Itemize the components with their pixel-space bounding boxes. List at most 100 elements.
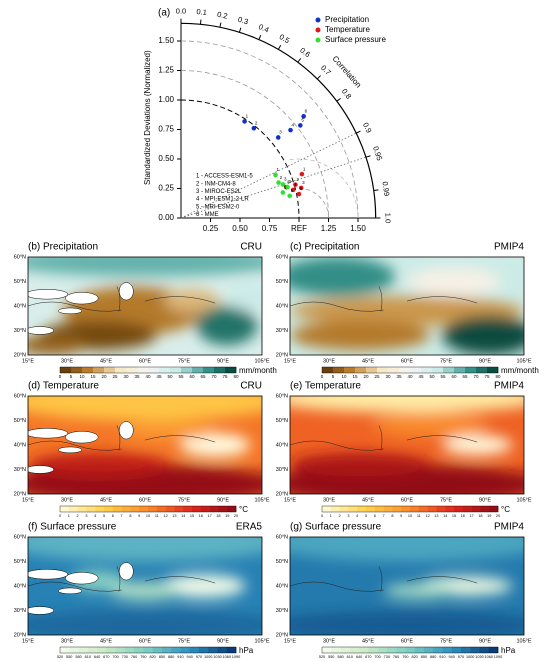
colorbar-segment: [344, 367, 356, 373]
colorbar-segment: [183, 506, 193, 512]
colorbar-segment: [479, 647, 490, 653]
corr-tick-label: 0.7: [319, 63, 333, 77]
colorbar-tick-label: 1: [330, 514, 332, 518]
colorbar-frame: [321, 646, 499, 654]
colorbar-segment: [69, 647, 79, 653]
lon-tick-label: 60°E: [139, 497, 151, 503]
colorbar-segment: [115, 647, 126, 653]
colorbar-unit: hPa: [501, 646, 516, 655]
lon-tick-label: 15°E: [22, 497, 34, 503]
colorbar-segment: [489, 506, 499, 512]
colorbar-segment: [134, 647, 144, 653]
colorbar-segment: [359, 647, 369, 653]
colorbar-tick-label: 13: [172, 514, 176, 518]
point-label: 1: [276, 167, 279, 172]
lon-tick-label: 45°E: [100, 358, 112, 364]
point-label: 4: [292, 122, 295, 127]
point-label: 2: [296, 177, 299, 182]
colorbar-tick-label: 640: [356, 655, 362, 659]
colorbar-unit: mm/month: [501, 366, 539, 375]
colorbar-segment: [115, 367, 127, 373]
lat-tick-label: 50°N: [14, 559, 26, 565]
colorbar-segment: [454, 367, 466, 373]
colorbar-segment: [106, 647, 116, 653]
coastline: [290, 286, 478, 312]
field-blob: [28, 396, 262, 421]
data-point: [280, 182, 286, 187]
colorbar-tick-label: 16: [461, 514, 465, 518]
map-source: PMIP4: [494, 242, 524, 253]
colorbar-unit: mm/month: [239, 366, 277, 375]
colorbar-segment: [454, 506, 464, 512]
colorbar-segment: [451, 647, 462, 653]
lat-tick-label: 20°N: [276, 491, 288, 497]
ocean-mask: [58, 587, 83, 595]
corr-ray: [180, 132, 357, 219]
colorbar-segment: [148, 506, 158, 512]
colorbar-segment: [383, 506, 393, 512]
lon-tick-label: 75°E: [440, 638, 452, 644]
field-blob: [371, 413, 489, 438]
lon-tick-label: 30°E: [61, 497, 73, 503]
field-blob: [121, 420, 216, 441]
map-blobs: [290, 257, 524, 355]
lon-tick-label: 15°E: [22, 358, 34, 364]
colorbar-tick-label: 550: [328, 655, 334, 659]
colorbar-tick-label: 790: [140, 655, 146, 659]
colorbar-tick-label: 700: [112, 655, 118, 659]
colorbar-tick-label: 0: [321, 514, 323, 518]
colorbar-segment: [396, 647, 406, 653]
data-point: [275, 135, 281, 140]
lat-tick-label: 50°N: [276, 279, 288, 285]
outer-arc: [180, 22, 377, 219]
colorbar-tick-label: 730: [122, 655, 128, 659]
colorbar-tick-label: 5: [70, 374, 73, 379]
colorbar-segment: [112, 506, 122, 512]
y-tick-label: 1.00: [158, 95, 174, 104]
colorbar-segment: [60, 647, 70, 653]
colorbar-tick-label: 640: [94, 655, 100, 659]
lat-tick-label: 40°N: [14, 442, 26, 448]
data-point: [288, 127, 293, 133]
data-point: [301, 114, 306, 119]
data-point: [293, 182, 298, 187]
colorbar-segment: [487, 367, 499, 373]
lat-tick-label: 50°N: [14, 279, 26, 285]
colorbar-segment: [93, 367, 105, 373]
lon-tick-label: 90°E: [479, 638, 491, 644]
colorbar-segment: [392, 506, 402, 512]
colorbar-segment: [339, 506, 349, 512]
colorbar-segment: [198, 647, 209, 653]
colorbar-segment: [192, 506, 202, 512]
colorbar-tick-label: 940: [187, 655, 193, 659]
colorbar-tick-label: 970: [458, 655, 464, 659]
field-blob: [226, 281, 262, 311]
colorbar-tick-label: 45: [418, 374, 424, 379]
corr-ray: [180, 156, 367, 219]
colorbar-tick-label: 17: [207, 514, 211, 518]
colorbar-segment: [433, 647, 443, 653]
lon-tick-label: 60°E: [139, 358, 151, 364]
colorbar-frame: [321, 505, 499, 513]
colorbar-segment: [181, 367, 193, 373]
lon-tick-label: 75°E: [440, 358, 452, 364]
y-tick-label: 0.50: [158, 154, 174, 163]
field-blob: [28, 537, 262, 562]
rmsd-arc: [287, 158, 359, 219]
point-label: 2: [255, 120, 258, 125]
colorbar-tick-label: 55: [178, 374, 184, 379]
colorbar-segment: [386, 647, 397, 653]
colorbar-segment: [322, 506, 332, 512]
map-frame: [289, 536, 525, 636]
colorbar-segment: [97, 647, 107, 653]
legend-marker: [315, 37, 321, 43]
ocean-mask: [119, 282, 134, 301]
colorbar-tick-label: 6: [112, 514, 114, 518]
colorbar-tick-label: 15: [90, 374, 96, 379]
colorbar-tick-label: 10: [408, 514, 412, 518]
corr-tick-label: 0.9: [361, 121, 374, 134]
colorbar-segment: [377, 647, 388, 653]
colorbar-tick-label: 20: [363, 374, 369, 379]
lon-tick-label: 105°E: [254, 638, 269, 644]
colorbar-tick-label: 8: [391, 514, 393, 518]
